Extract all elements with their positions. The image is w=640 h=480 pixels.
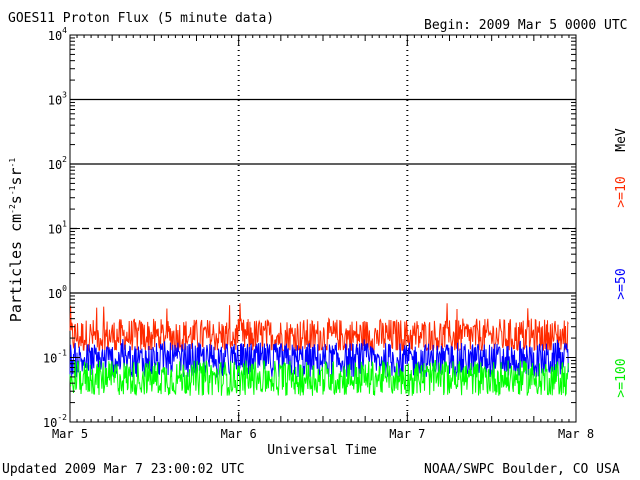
x-tick-label: Mar 7 (389, 427, 425, 441)
unit-label-mev: MeV (614, 128, 629, 152)
legend-series-100mev: >=100 (614, 358, 629, 397)
y-tick-label: 10-2 (43, 413, 67, 430)
y-tick-exponent: 3 (62, 91, 67, 100)
y-tick-label: 100 (48, 284, 67, 301)
x-tick-label: Mar 8 (558, 427, 594, 441)
y-tick-exponent: 2 (62, 155, 67, 164)
y-axis-label: Particles cm-2s-1sr-1 (7, 158, 25, 323)
y-tick-exponent: -1 (57, 349, 67, 358)
x-axis-label: Universal Time (267, 443, 377, 458)
y-tick-label: 103 (48, 91, 67, 108)
chart-title: GOES11 Proton Flux (5 minute data) (8, 11, 274, 26)
series-group (69, 303, 569, 397)
y-tick-label: 104 (48, 26, 67, 43)
series-line-0 (69, 303, 569, 352)
x-axis-ticks: Mar 5 Mar 6 Mar 7 Mar 8 (52, 35, 594, 441)
source-credit: NOAA/SWPC Boulder, CO USA (424, 462, 620, 477)
series-line-2 (69, 359, 569, 397)
updated-timestamp: Updated 2009 Mar 7 23:00:02 UTC (2, 462, 245, 477)
y-tick-exponent: -2 (57, 413, 67, 422)
y-tick-label: 101 (48, 220, 67, 237)
x-tick-label: Mar 6 (221, 427, 257, 441)
y-tick-label: 102 (48, 155, 67, 172)
x-tick-label: Mar 5 (52, 427, 88, 441)
begin-time-label: Begin: 2009 Mar 5 0000 UTC (424, 18, 628, 33)
y-tick-exponent: 0 (62, 284, 67, 293)
y-tick-label: 10-1 (43, 349, 67, 366)
legend-series-50mev: >=50 (614, 268, 629, 299)
grid-lines (70, 35, 576, 422)
y-tick-exponent: 4 (62, 26, 67, 35)
y-tick-exponent: 1 (62, 220, 67, 229)
legend-series-10mev: >=10 (614, 176, 629, 207)
